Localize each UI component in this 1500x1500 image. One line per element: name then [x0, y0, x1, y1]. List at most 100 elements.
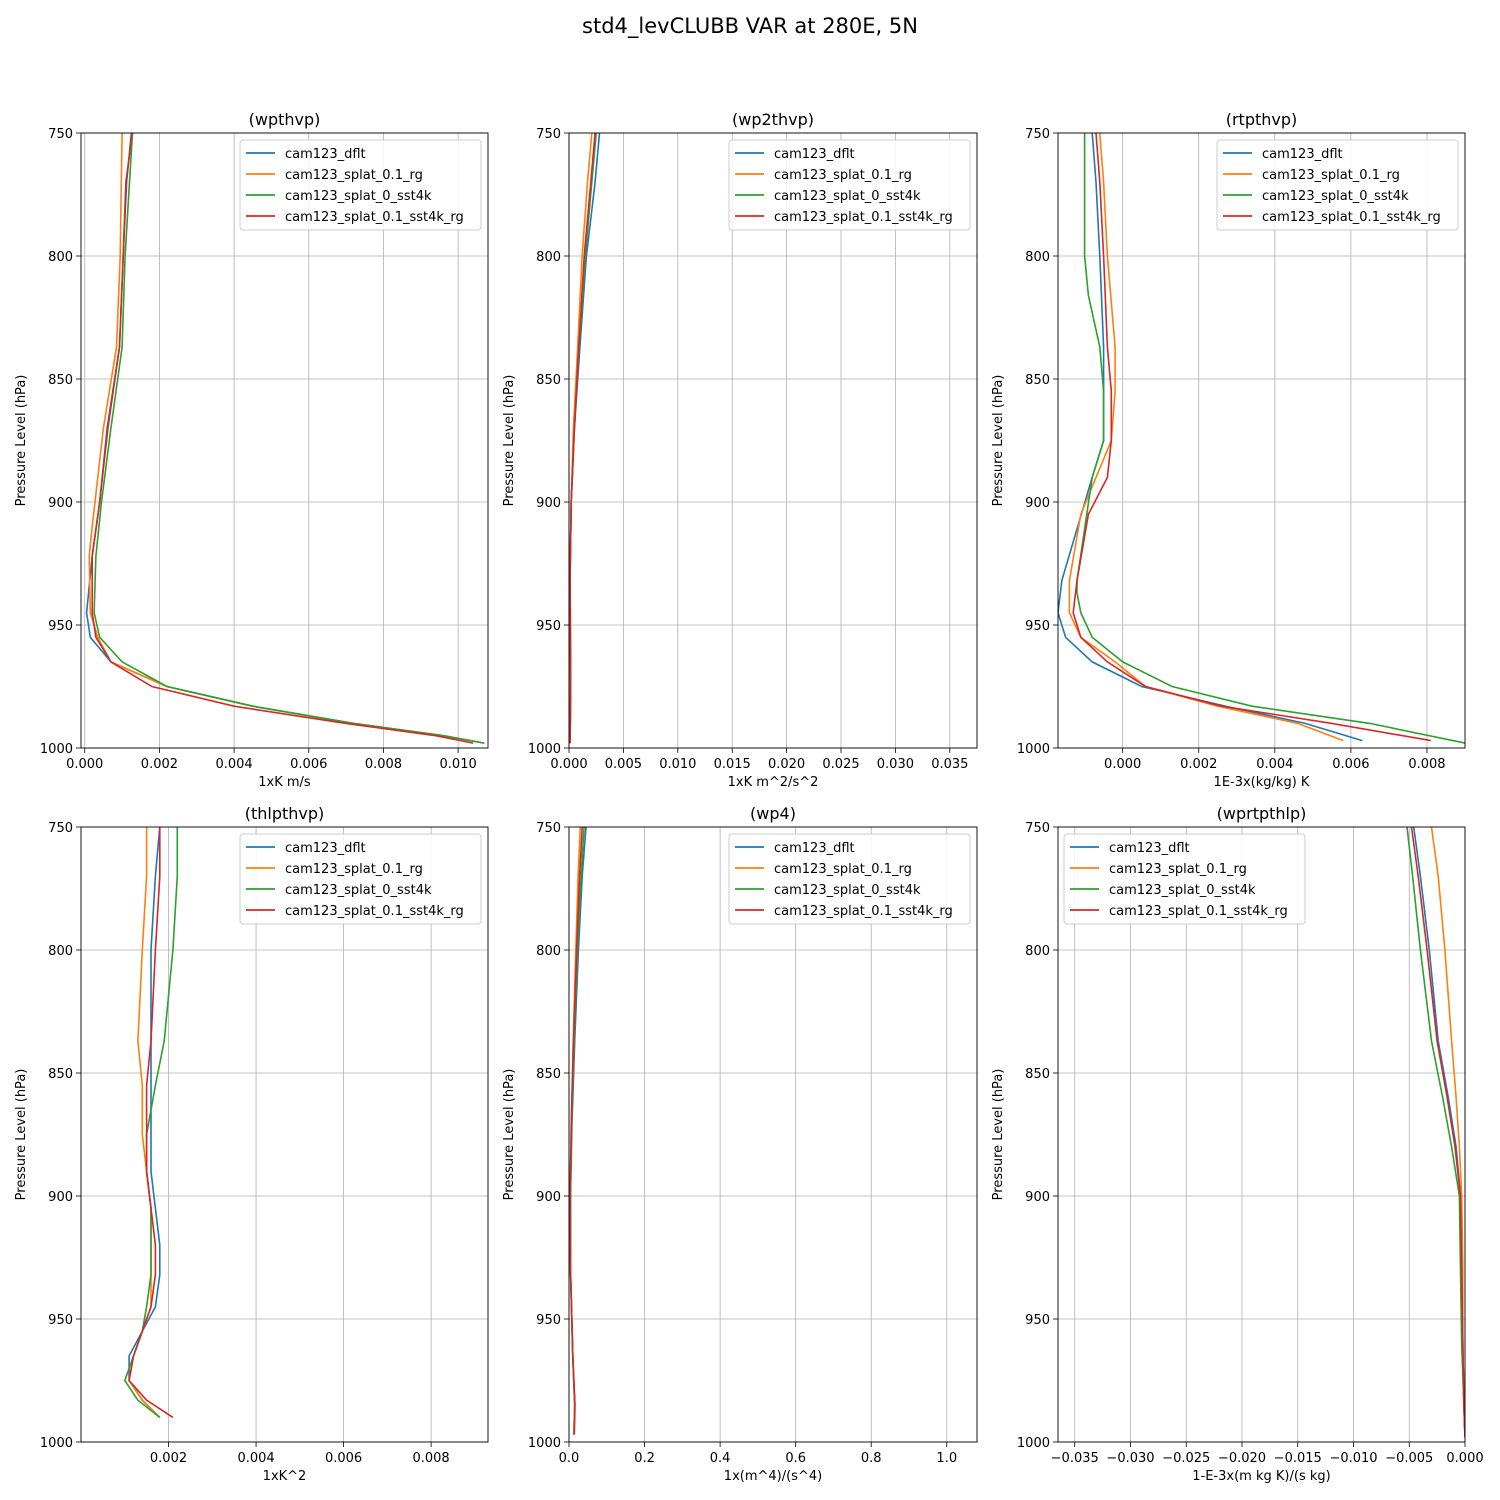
x-tick-label: 0.005: [605, 757, 642, 772]
x-tick-label: 0.008: [412, 1451, 449, 1466]
x-tick-label: −0.035: [1051, 1451, 1099, 1466]
y-tick-label: 750: [1025, 821, 1050, 836]
figure-title: std4_levCLUBB VAR at 280E, 5N: [582, 14, 918, 38]
x-tick-label: 0.020: [768, 757, 805, 772]
x-tick-label: 0.008: [1408, 757, 1445, 772]
legend-entry: cam123_splat_0.1_rg: [285, 168, 423, 183]
y-tick-label: 950: [536, 619, 561, 634]
x-tick-label: 0.025: [822, 757, 859, 772]
y-tick-label: 1000: [528, 742, 561, 757]
x-tick-label: 0.000: [1104, 757, 1141, 772]
legend-entry: cam123_splat_0_sst4k: [285, 883, 432, 898]
x-tick-label: 0.000: [1446, 1451, 1483, 1466]
x-tick-label: −0.020: [1218, 1451, 1266, 1466]
y-tick-label: 900: [1025, 496, 1050, 511]
y-tick-label: 1000: [1017, 1436, 1050, 1451]
legend-entry: cam123_splat_0.1_rg: [774, 862, 912, 877]
y-tick-label: 850: [48, 373, 73, 388]
legend-entry: cam123_dflt: [285, 147, 366, 162]
series-line-cam123_splat_0.1_sst4k_rg: [1410, 827, 1465, 1438]
subplot-title: (wp2thvp): [732, 110, 814, 129]
series-line-cam123_splat_0.1_sst4k_rg: [569, 827, 583, 1435]
x-tick-label: 0.002: [150, 1451, 187, 1466]
x-axis-label: 1xK^2: [263, 1469, 307, 1484]
x-tick-label: −0.005: [1385, 1451, 1433, 1466]
x-tick-label: 0.002: [1180, 757, 1217, 772]
x-tick-label: 0.006: [325, 1451, 362, 1466]
y-tick-label: 850: [536, 1067, 561, 1082]
axes-frame: [80, 132, 489, 749]
x-tick-label: 0.004: [215, 757, 252, 772]
subplot-title: (thlpthvp): [245, 804, 325, 823]
legend-entry: cam123_dflt: [285, 841, 366, 856]
y-tick-label: 950: [1025, 1313, 1050, 1328]
legend-entry: cam123_splat_0_sst4k: [774, 189, 921, 204]
subplot-1: 0.000 0.002 0.004 0.006 0.008 0.010 750 800 850 9…: [14, 110, 489, 790]
x-tick-label: 0.030: [877, 757, 914, 772]
legend: cam123_dflt cam123_splat_0.1_rg cam123_spl…: [1063, 833, 1306, 925]
legend-entry: cam123_dflt: [774, 841, 855, 856]
x-tick-label: −0.015: [1274, 1451, 1322, 1466]
y-tick-label: 850: [48, 1067, 73, 1082]
legend-entry: cam123_splat_0_sst4k: [774, 883, 921, 898]
legend-entry: cam123_dflt: [1109, 841, 1190, 856]
y-tick-label: 1000: [528, 1436, 561, 1451]
legend: cam123_dflt cam123_splat_0.1_rg cam123_spl…: [239, 833, 482, 925]
y-tick-label: 800: [536, 250, 561, 265]
y-axis-label: Pressure Level (hPa): [502, 375, 517, 507]
x-tick-label: 0.6: [785, 1451, 806, 1466]
y-tick-label: 900: [536, 496, 561, 511]
y-tick-label: 750: [536, 127, 561, 142]
subplot-4: 0.002 0.004 0.006 0.008 750 800 850 900 950 1000 (…: [14, 804, 489, 1484]
y-tick-label: 950: [536, 1313, 561, 1328]
legend-entry: cam123_splat_0.1_rg: [1262, 168, 1400, 183]
y-tick-label: 1000: [40, 742, 73, 757]
legend-entry: cam123_splat_0.1_rg: [1109, 862, 1247, 877]
x-axis-label: 1-E-3x(m kg K)/(s kg): [1192, 1469, 1330, 1484]
legend-entry: cam123_splat_0.1_rg: [774, 168, 912, 183]
x-tick-label: 0.004: [1256, 757, 1293, 772]
x-axis-label: 1xK m/s: [258, 775, 311, 790]
y-axis-label: Pressure Level (hPa): [14, 375, 29, 507]
subplot-6: −0.035 −0.030 −0.025 −0.020 −0.015 −0.010 −0.0…: [991, 804, 1484, 1484]
y-tick-label: 800: [536, 944, 561, 959]
legend-entry: cam123_splat_0.1_sst4k_rg: [285, 210, 464, 225]
legend-box: [1063, 833, 1306, 925]
x-tick-label: 0.0: [559, 1451, 580, 1466]
x-tick-label: 0.000: [550, 757, 587, 772]
y-tick-label: 950: [1025, 619, 1050, 634]
axes-frame: [1057, 826, 1466, 1443]
legend-entry: cam123_splat_0_sst4k: [1109, 883, 1256, 898]
x-tick-label: −0.030: [1106, 1451, 1154, 1466]
subplot-title: (wprtpthlp): [1217, 804, 1307, 823]
legend: cam123_dflt cam123_splat_0.1_rg cam123_spl…: [728, 139, 971, 231]
series-line-cam123_splat_0.1_sst4k_rg: [128, 827, 174, 1419]
y-tick-label: 800: [48, 250, 73, 265]
axes-frame: [568, 826, 978, 1443]
x-tick-label: 0.015: [714, 757, 751, 772]
legend-entry: cam123_splat_0_sst4k: [1262, 189, 1409, 204]
legend-entry: cam123_splat_0_sst4k: [285, 189, 432, 204]
x-axis-label: 1E-3x(kg/kg) K: [1214, 775, 1310, 790]
subplot-2: 0.000 0.005 0.010 0.015 0.020 0.025 0.030 0.035…: [502, 110, 978, 790]
legend: cam123_dflt cam123_splat_0.1_rg cam123_spl…: [1216, 139, 1459, 231]
x-tick-label: 0.006: [290, 757, 327, 772]
axes-frame: [80, 826, 489, 1443]
x-tick-label: 0.004: [237, 1451, 274, 1466]
x-tick-label: 1.0: [936, 1451, 957, 1466]
x-tick-label: −0.010: [1329, 1451, 1377, 1466]
subplot-title: (wpthvp): [249, 110, 321, 129]
x-tick-label: 0.006: [1332, 757, 1369, 772]
x-tick-label: 0.8: [861, 1451, 882, 1466]
x-tick-label: 0.002: [141, 757, 178, 772]
y-tick-label: 800: [48, 944, 73, 959]
y-tick-label: 800: [1025, 944, 1050, 959]
y-tick-label: 850: [536, 373, 561, 388]
y-tick-label: 750: [48, 821, 73, 836]
x-tick-label: 0.010: [659, 757, 696, 772]
x-tick-label: 0.010: [440, 757, 477, 772]
series-line-cam123_splat_0.1_sst4k_rg: [91, 133, 474, 744]
x-tick-label: 0.4: [710, 1451, 731, 1466]
y-tick-label: 850: [1025, 373, 1050, 388]
